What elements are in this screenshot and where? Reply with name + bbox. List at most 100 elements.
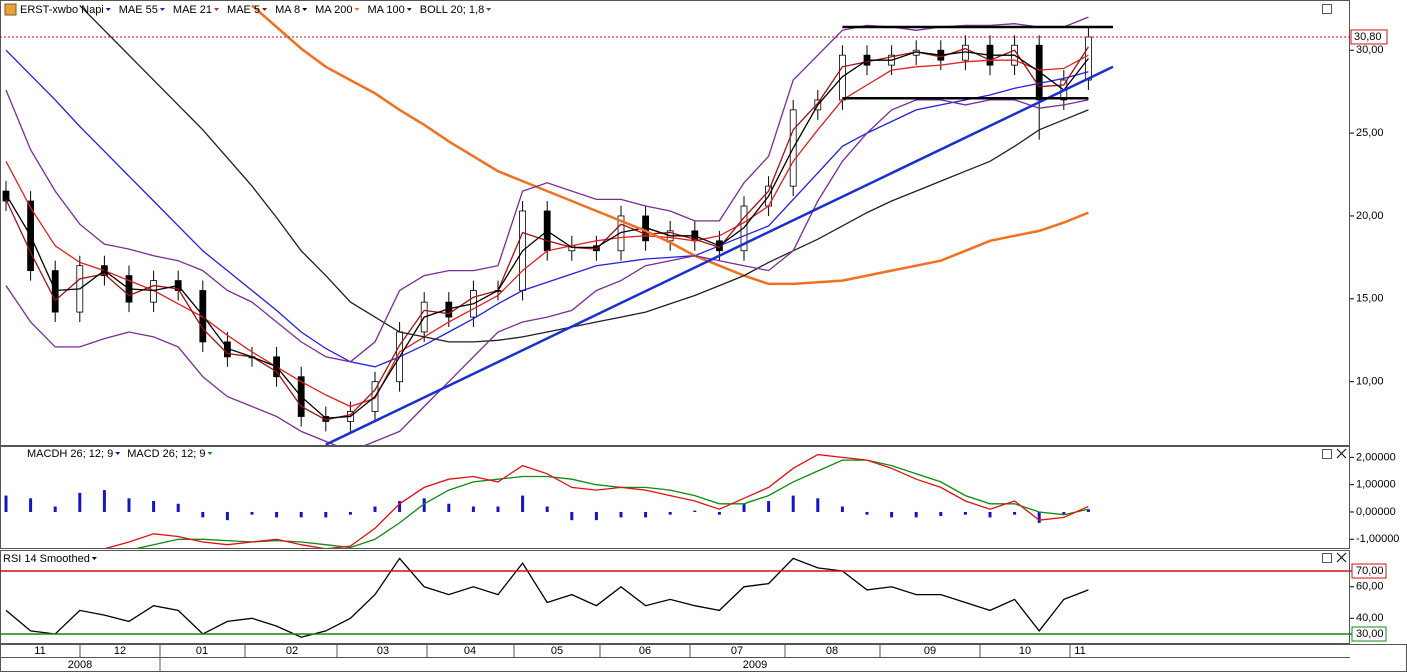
legend-entry: MAE 55 [119, 4, 158, 16]
histogram-bar [102, 490, 106, 512]
histogram-bar [988, 511, 992, 518]
dropdown-arrow [302, 8, 308, 11]
histogram-bar [4, 495, 8, 512]
dropdown-arrow [354, 8, 360, 11]
maximize-button[interactable] [1322, 553, 1332, 563]
rsi-frame [0, 550, 1350, 644]
histogram-bar [545, 506, 549, 512]
histogram-bar [619, 511, 623, 518]
month-label: 01 [196, 645, 208, 657]
overlay-line [5, 16, 1089, 363]
dropdown-arrow [159, 8, 165, 11]
panel-title: RSI 14 Smoothed [3, 553, 90, 565]
y-tick-label: 70,00 [1356, 565, 1384, 577]
legend-entry: MACDH 26; 12; 9 [27, 448, 113, 460]
histogram-bar [299, 511, 303, 518]
dropdown-arrow [105, 8, 111, 11]
overlay-line [79, 5, 1089, 343]
dropdown-arrow [207, 452, 213, 455]
histogram-bar [521, 495, 525, 512]
overlay-line [5, 49, 1089, 368]
year-label: 2009 [743, 659, 767, 671]
histogram-bar [1062, 511, 1066, 515]
maximize-button[interactable] [1322, 4, 1332, 14]
rsi-line [5, 557, 1089, 638]
histogram-bar [176, 503, 180, 512]
macd-frame [0, 446, 1350, 549]
histogram-bar [717, 511, 721, 515]
histogram-bar [373, 506, 377, 512]
legend-entry: MACD 26; 12; 9 [127, 448, 205, 460]
histogram-bar [324, 511, 328, 518]
month-label: 04 [464, 645, 476, 657]
histogram-bar [348, 511, 352, 515]
legend-entry: MAE 21 [173, 4, 212, 16]
maximize-button[interactable] [1322, 449, 1332, 459]
month-label: 06 [639, 645, 651, 657]
histogram-bar [1086, 509, 1090, 512]
symbol-icon[interactable] [4, 3, 17, 16]
price-frame [0, 0, 1350, 446]
histogram-bar [742, 503, 746, 512]
candle-body [51, 270, 59, 313]
month-label: 12 [114, 645, 126, 657]
histogram-bar [250, 511, 254, 515]
drawn-line [325, 65, 1114, 445]
y-tick-label: 60,00 [1356, 581, 1384, 593]
candle-body [150, 280, 158, 303]
histogram-bar [53, 506, 57, 512]
dropdown-arrow [486, 8, 492, 11]
month-label: 02 [286, 645, 298, 657]
overlay-line [5, 54, 1089, 408]
histogram-bar [496, 506, 500, 512]
histogram-bar [840, 506, 844, 512]
histogram-bar [644, 511, 648, 518]
month-label: 03 [377, 645, 389, 657]
overlay-line [251, 4, 1089, 286]
annotations: 10,0015,0020,0025,0030,0030,80ERST-xwbo … [0, 4, 1399, 672]
month-label: 11 [34, 645, 45, 657]
overlay-line [5, 99, 1089, 445]
y-tick-label: 0,00000 [1356, 506, 1396, 518]
histogram-bar [570, 511, 574, 521]
histogram-bar [594, 511, 598, 521]
signal-line [135, 459, 1089, 548]
legend-entry: BOLL 20; 1,8 [420, 4, 484, 16]
y-tick-label: 1,00000 [1356, 479, 1396, 491]
histogram-bar [791, 495, 795, 512]
y-tick-label: 10,00 [1356, 376, 1384, 388]
candle-body [2, 190, 10, 202]
dropdown-arrow [115, 452, 121, 455]
y-tick-label: 25,00 [1356, 127, 1384, 139]
histogram-bar [816, 498, 820, 512]
histogram-bar [767, 501, 771, 512]
histogram-bar [127, 498, 131, 512]
legend-entry: MA 200 [315, 4, 352, 16]
histogram-bar [29, 498, 33, 512]
histogram-bar [1013, 511, 1017, 515]
dropdown-arrow [214, 8, 220, 11]
chart-title: ERST-xwbo Napi [20, 4, 104, 16]
histogram-bar [668, 511, 672, 515]
histogram-bar [890, 511, 894, 518]
histogram-bar [914, 511, 918, 518]
legend-entry: MA 100 [367, 4, 404, 16]
overlay-line [5, 51, 1089, 419]
histogram-bar [225, 511, 229, 521]
y-tick-label: 20,00 [1356, 210, 1384, 222]
dropdown-arrow [262, 8, 268, 11]
histogram-bar [275, 511, 279, 518]
legend-entry: MA 8 [275, 4, 300, 16]
histogram-bar [398, 501, 402, 512]
histogram-bar [693, 510, 697, 512]
close-button[interactable] [1336, 448, 1347, 563]
y-tick-label: -1,00000 [1356, 533, 1399, 545]
month-label: 09 [924, 645, 936, 657]
legend-entry: MAE 5 [227, 4, 260, 16]
candle-body [617, 215, 625, 252]
histogram-bar [78, 492, 82, 512]
macd-line [104, 453, 1089, 548]
